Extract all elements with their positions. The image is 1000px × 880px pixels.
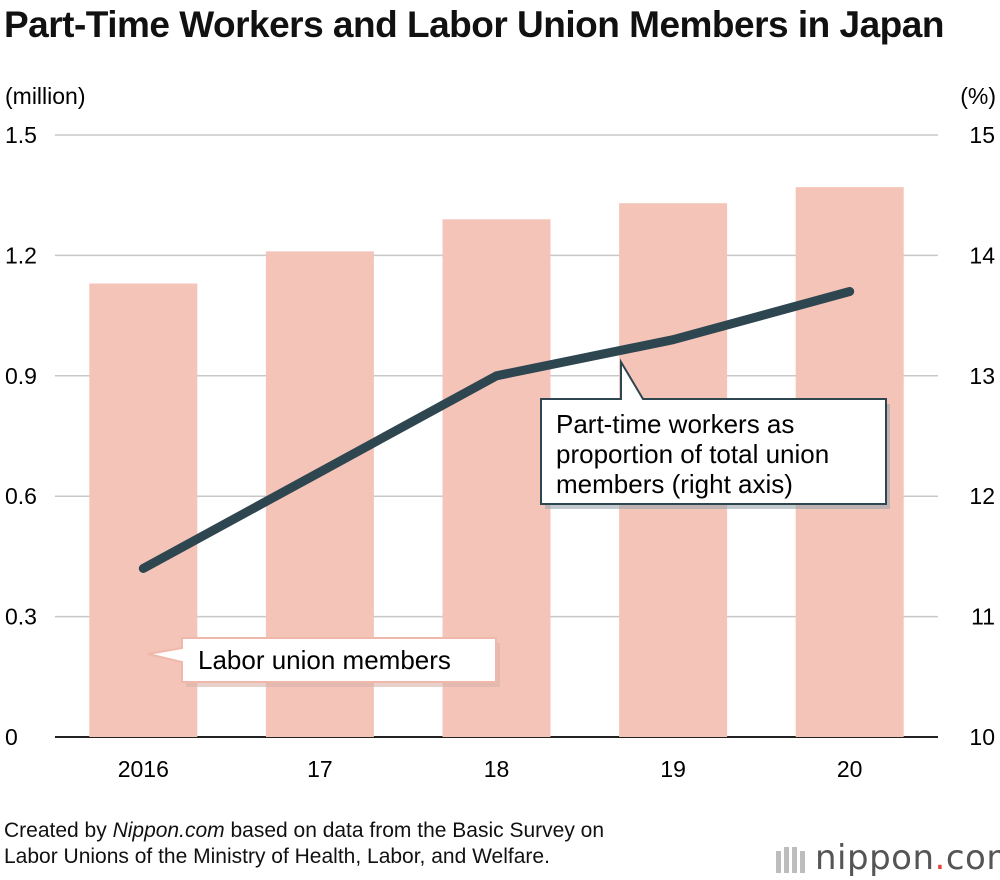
right-axis-unit: (%) — [960, 83, 996, 109]
line-callout-box — [540, 358, 887, 505]
right-tick-label: 13 — [969, 363, 995, 389]
right-tick-label: 11 — [971, 604, 995, 630]
logo-mark-icon — [776, 846, 805, 873]
left-axis-unit: (million) — [5, 83, 86, 109]
source-site: Nippon.com — [112, 819, 225, 842]
line-callout-text: members (right axis) — [556, 469, 793, 499]
nippon-logo: nippon.com — [775, 838, 1000, 878]
x-tick-label: 18 — [484, 756, 510, 782]
left-axis: 0 0.3 0.6 0.9 1.2 1.5 — [5, 122, 37, 750]
left-tick-label: 1.5 — [5, 122, 37, 148]
line-callout-text: proportion of total union — [556, 439, 829, 469]
right-axis: 10 11 12 13 14 15 — [969, 122, 995, 750]
right-tick-label: 10 — [969, 724, 995, 750]
right-tick-label: 15 — [969, 122, 995, 148]
left-tick-label: 0.9 — [5, 363, 37, 389]
left-tick-label: 0.6 — [5, 483, 37, 509]
x-tick-label: 2016 — [118, 756, 169, 782]
bar-callout-box — [147, 637, 497, 683]
logo-name: nippon — [815, 838, 935, 878]
line-callout-text: Part-time workers as — [556, 409, 794, 439]
right-tick-label: 14 — [969, 242, 995, 268]
chart-area: 0 0.3 0.6 0.9 1.2 1.5 10 11 12 13 14 15 2016 17 18 19… — [5, 83, 996, 782]
left-tick-label: 0 — [5, 724, 18, 750]
line-series — [138, 287, 855, 573]
source-line2: Labor Unions of the Ministry of Health, … — [4, 845, 550, 868]
x-axis: 2016 17 18 19 20 — [118, 756, 863, 782]
x-tick-label: 17 — [307, 756, 333, 782]
source-prefix: Created by — [4, 819, 113, 842]
right-tick-label: 12 — [969, 483, 995, 509]
x-tick-label: 19 — [660, 756, 686, 782]
left-tick-label: 0.3 — [5, 604, 37, 630]
logo-dot: . — [934, 838, 946, 878]
left-tick-label: 1.2 — [5, 242, 37, 268]
bar-callout-text: Labor union members — [198, 645, 451, 675]
chart-title: Part-Time Workers and Labor Union Member… — [4, 4, 944, 45]
x-tick-label: 20 — [837, 756, 863, 782]
logo-suffix: com — [945, 838, 1000, 878]
source-line1: based on data from the Basic Survey on — [224, 819, 605, 842]
series-line — [138, 287, 855, 573]
source-note: Created by Nippon.com based on data from… — [4, 818, 604, 870]
